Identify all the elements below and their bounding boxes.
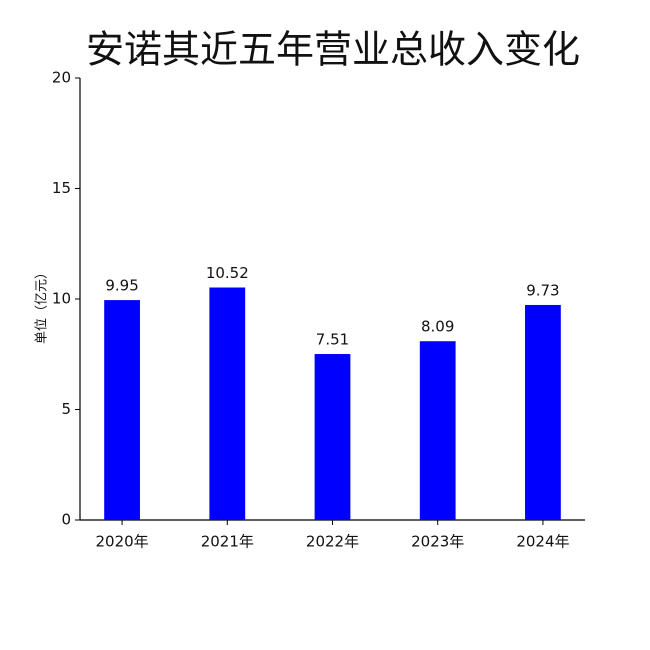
x-tick-label: 2021年 [201, 533, 254, 551]
y-tick-label: 20 [52, 69, 71, 87]
bar [104, 300, 140, 520]
bar [209, 287, 246, 520]
value-label: 10.52 [206, 264, 249, 282]
bar [419, 341, 456, 520]
y-tick-label: 5 [61, 400, 71, 418]
value-label: 9.95 [105, 277, 138, 295]
value-label: 7.51 [316, 331, 349, 349]
bar [314, 354, 351, 520]
y-axis-label: 单位（亿元） [35, 266, 50, 344]
chart-title: 安诺其近五年营业总收入变化 [86, 28, 580, 72]
y-tick-label: 0 [61, 511, 71, 529]
x-tick-label: 2023年 [411, 533, 464, 551]
value-label: 9.73 [526, 281, 559, 299]
x-tick-label: 2020年 [95, 533, 148, 551]
x-tick-label: 2022年 [306, 533, 359, 551]
value-label: 8.09 [421, 318, 454, 336]
y-tick-label: 15 [52, 179, 71, 197]
y-tick-label: 10 [52, 290, 71, 308]
bar [525, 304, 561, 520]
x-tick-label: 2024年 [516, 533, 569, 551]
